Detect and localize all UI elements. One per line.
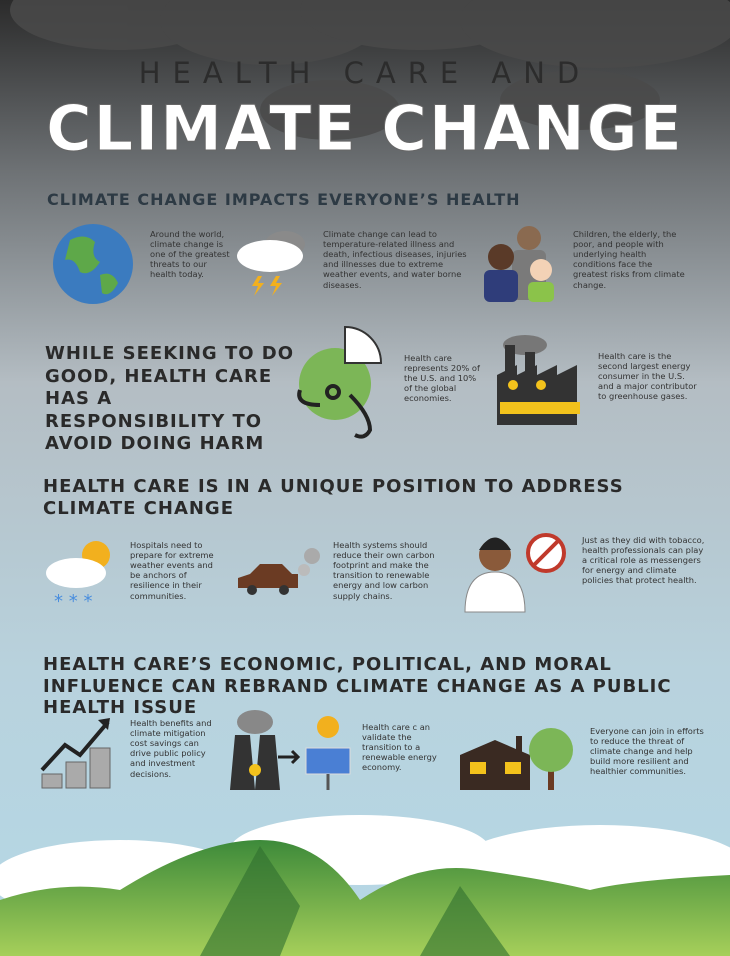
mountain-shadow xyxy=(200,846,510,956)
item-text: Hospitals need to prepare for extreme we… xyxy=(130,540,214,601)
home-tree-icon xyxy=(460,728,573,790)
section-heading: WHILE SEEKING TO DO GOOD, HEALTH CARE HA… xyxy=(45,343,295,454)
growth-icon xyxy=(40,718,111,789)
energy-icon xyxy=(230,710,351,790)
storm-clouds xyxy=(10,0,730,140)
car-icon xyxy=(238,548,320,595)
section-heading: HEALTH CARE IS IN A UNIQUE POSITION TO A… xyxy=(43,476,624,519)
mountains xyxy=(0,840,730,956)
item-text: Health care is the second largest energy… xyxy=(598,351,697,402)
title-main: CLIMATE CHANGE xyxy=(46,92,684,166)
factory-icon xyxy=(497,335,580,425)
item-text: Health care represents 20% of the U.S. a… xyxy=(404,353,480,404)
item-text: Around the world, climate change is one … xyxy=(150,229,230,280)
weather-icon: * * * xyxy=(46,541,110,612)
section-heading: HEALTH CARE’S ECONOMIC, POLITICAL, AND M… xyxy=(43,654,672,719)
globe-land xyxy=(65,236,118,295)
doctor-icon xyxy=(464,533,566,613)
item-text: Health benefits and climate mitigation c… xyxy=(130,718,212,779)
title-line: HEALTH CARE AND xyxy=(138,56,592,90)
item-text: Climate change can lead to temperature-r… xyxy=(323,229,467,290)
storm-cloud-icon xyxy=(237,231,305,296)
item-text: Children, the elderly, the poor, and peo… xyxy=(573,229,685,290)
people-icon xyxy=(484,226,554,302)
pie-stethoscope-icon xyxy=(297,325,383,439)
item-text: Everyone can join in efforts to reduce t… xyxy=(590,726,704,777)
section-heading: CLIMATE CHANGE IMPACTS EVERYONE’S HEALTH xyxy=(47,190,521,209)
item-text: Health systems should reduce their own c… xyxy=(333,540,435,601)
item-text: Just as they did with tobacco, health pr… xyxy=(582,535,705,586)
item-text: Health care c an validate the transition… xyxy=(362,722,437,773)
svg-text:* * *: * * * xyxy=(54,591,92,612)
